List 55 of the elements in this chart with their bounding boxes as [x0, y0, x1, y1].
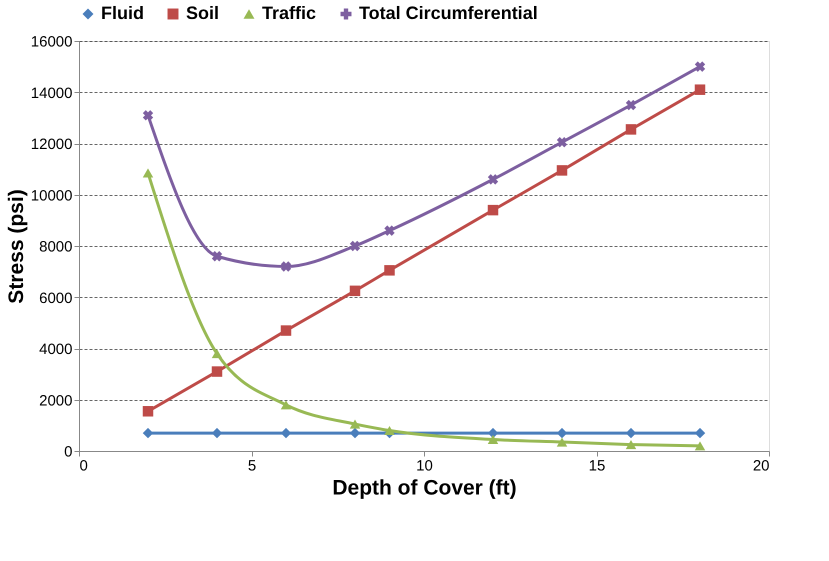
- point: [488, 428, 498, 438]
- point: [142, 428, 154, 438]
- point: [350, 286, 360, 296]
- point: [694, 84, 706, 95]
- point: [212, 366, 222, 377]
- point: [280, 400, 292, 410]
- point: [280, 325, 292, 336]
- point: [694, 61, 706, 72]
- point: [384, 265, 395, 276]
- y-tick-label: 2000: [39, 392, 72, 410]
- x-tick-label: 5: [248, 458, 256, 474]
- point: [142, 110, 154, 121]
- point: [556, 137, 568, 148]
- point: [694, 428, 706, 438]
- point: [556, 165, 568, 176]
- point: [350, 240, 360, 252]
- point: [212, 428, 222, 438]
- point: [694, 441, 706, 450]
- x-tick-label: 20: [752, 458, 770, 474]
- y-tick-label: 0: [64, 444, 72, 460]
- x-axis-title: Depth of Cover (ft): [332, 476, 517, 500]
- y-tick-label: 6000: [39, 290, 72, 307]
- y-tick-label: 4000: [39, 341, 72, 358]
- point: [384, 225, 395, 236]
- point: [142, 406, 154, 417]
- x-tick-label: 15: [588, 458, 606, 474]
- point: [556, 428, 568, 438]
- point: [626, 440, 636, 450]
- y-tick-label: 16000: [30, 34, 72, 50]
- point: [212, 349, 222, 358]
- point: [626, 124, 636, 135]
- point: [280, 261, 292, 272]
- y-tick-label: 12000: [30, 136, 72, 153]
- point: [384, 426, 395, 436]
- point: [488, 434, 498, 444]
- x-tick-label: 0: [80, 458, 88, 474]
- point: [280, 428, 292, 438]
- x-tick-label: 10: [416, 458, 433, 474]
- legend-label: Soil: [186, 3, 220, 23]
- legend-label: Fluid: [101, 3, 144, 23]
- point: [488, 204, 498, 216]
- point: [350, 420, 360, 429]
- y-tick-label: 8000: [39, 238, 72, 256]
- y-axis-title: Stress (psi): [4, 189, 28, 304]
- y-tick-label: 10000: [30, 187, 72, 204]
- point: [142, 168, 154, 178]
- legend-label: Traffic: [262, 3, 316, 23]
- y-tick-label: 14000: [30, 84, 72, 102]
- point: [488, 174, 498, 185]
- legend-label: Total Circumferential: [359, 3, 538, 23]
- point: [626, 428, 636, 438]
- point: [626, 100, 636, 110]
- point: [212, 251, 222, 262]
- point: [350, 428, 360, 438]
- point: [556, 437, 568, 447]
